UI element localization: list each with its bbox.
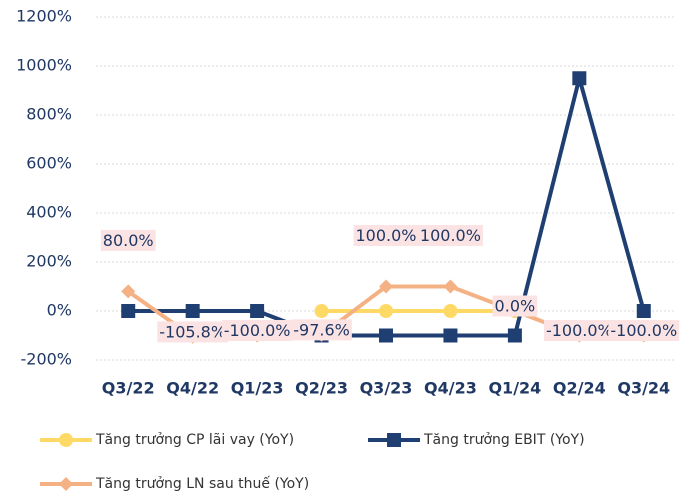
data-label: 100.0% <box>353 225 419 246</box>
data-label: -100.0% <box>543 320 615 341</box>
y-tick-label: 1200% <box>16 7 72 26</box>
data-label: -105.8% <box>157 321 229 343</box>
data-label-text: 100.0% <box>355 226 416 245</box>
point <box>314 304 329 318</box>
y-tick-label: 400% <box>26 203 72 222</box>
data-label-box <box>492 295 538 317</box>
point <box>379 328 393 343</box>
data-label-box <box>353 225 419 246</box>
point <box>379 279 393 294</box>
data-label-box <box>100 229 156 251</box>
data-label-box <box>543 320 615 341</box>
data-label-text: 80.0% <box>103 231 154 250</box>
x-tick-label: Q4/23 <box>424 379 477 398</box>
x-tick-label: Q2/24 <box>553 379 606 398</box>
x-tick-label: Q3/23 <box>360 379 413 398</box>
y-tick-label: 200% <box>26 252 72 271</box>
x-tick-label: Q4/22 <box>166 379 219 398</box>
legend-label: Tăng trưởng LN sau thuế (YoY) <box>95 475 309 492</box>
data-label: 80.0% <box>100 229 156 251</box>
data-label: -97.6% <box>291 319 352 341</box>
legend-label: Tăng trưởng EBIT (YoY) <box>423 432 585 448</box>
y-tick-label: 0% <box>47 301 72 320</box>
point <box>443 304 458 318</box>
x-tick-label: Q1/24 <box>488 379 541 398</box>
y-tick-label: 600% <box>26 154 72 173</box>
x-tick-label: Q3/24 <box>617 379 670 398</box>
point <box>572 71 587 86</box>
x-tick-label: Q2/23 <box>295 379 348 398</box>
series-line <box>128 76 646 338</box>
data-label-box <box>608 320 680 341</box>
data-label-box <box>157 321 229 343</box>
y-tick-label: -200% <box>20 350 72 369</box>
y-tick-label: 800% <box>26 105 72 124</box>
point <box>387 433 401 447</box>
point <box>443 328 458 343</box>
data-label-text: 100.0% <box>420 226 481 245</box>
data-label-box <box>417 225 483 246</box>
data-label-text: -97.6% <box>293 320 350 339</box>
legend-label: Tăng trưởng CP lãi vay (YoY) <box>95 432 294 448</box>
data-label-text: -100.0% <box>546 321 613 340</box>
data-label: 0.0% <box>492 295 538 317</box>
point <box>121 284 136 299</box>
data-label: -100.0% <box>608 320 680 341</box>
data-label-text: -105.8% <box>159 322 226 341</box>
x-tick-label: Q1/23 <box>231 379 284 398</box>
data-label-text: 0.0% <box>495 297 536 316</box>
point <box>250 304 265 318</box>
x-tick-label: Q3/22 <box>102 379 155 398</box>
point <box>59 433 73 447</box>
data-label: 100.0% <box>417 225 483 246</box>
point <box>379 304 393 318</box>
point <box>443 279 458 294</box>
data-label: -100.0% <box>221 320 293 341</box>
data-label-text: -100.0% <box>610 321 677 340</box>
point <box>507 328 522 343</box>
data-label-box <box>221 320 293 341</box>
point <box>636 304 651 318</box>
point <box>185 304 200 318</box>
data-label-box <box>291 319 352 341</box>
point <box>121 304 136 318</box>
y-tick-label: 1000% <box>16 56 72 75</box>
data-label-text: -100.0% <box>224 321 291 340</box>
point <box>59 477 73 491</box>
